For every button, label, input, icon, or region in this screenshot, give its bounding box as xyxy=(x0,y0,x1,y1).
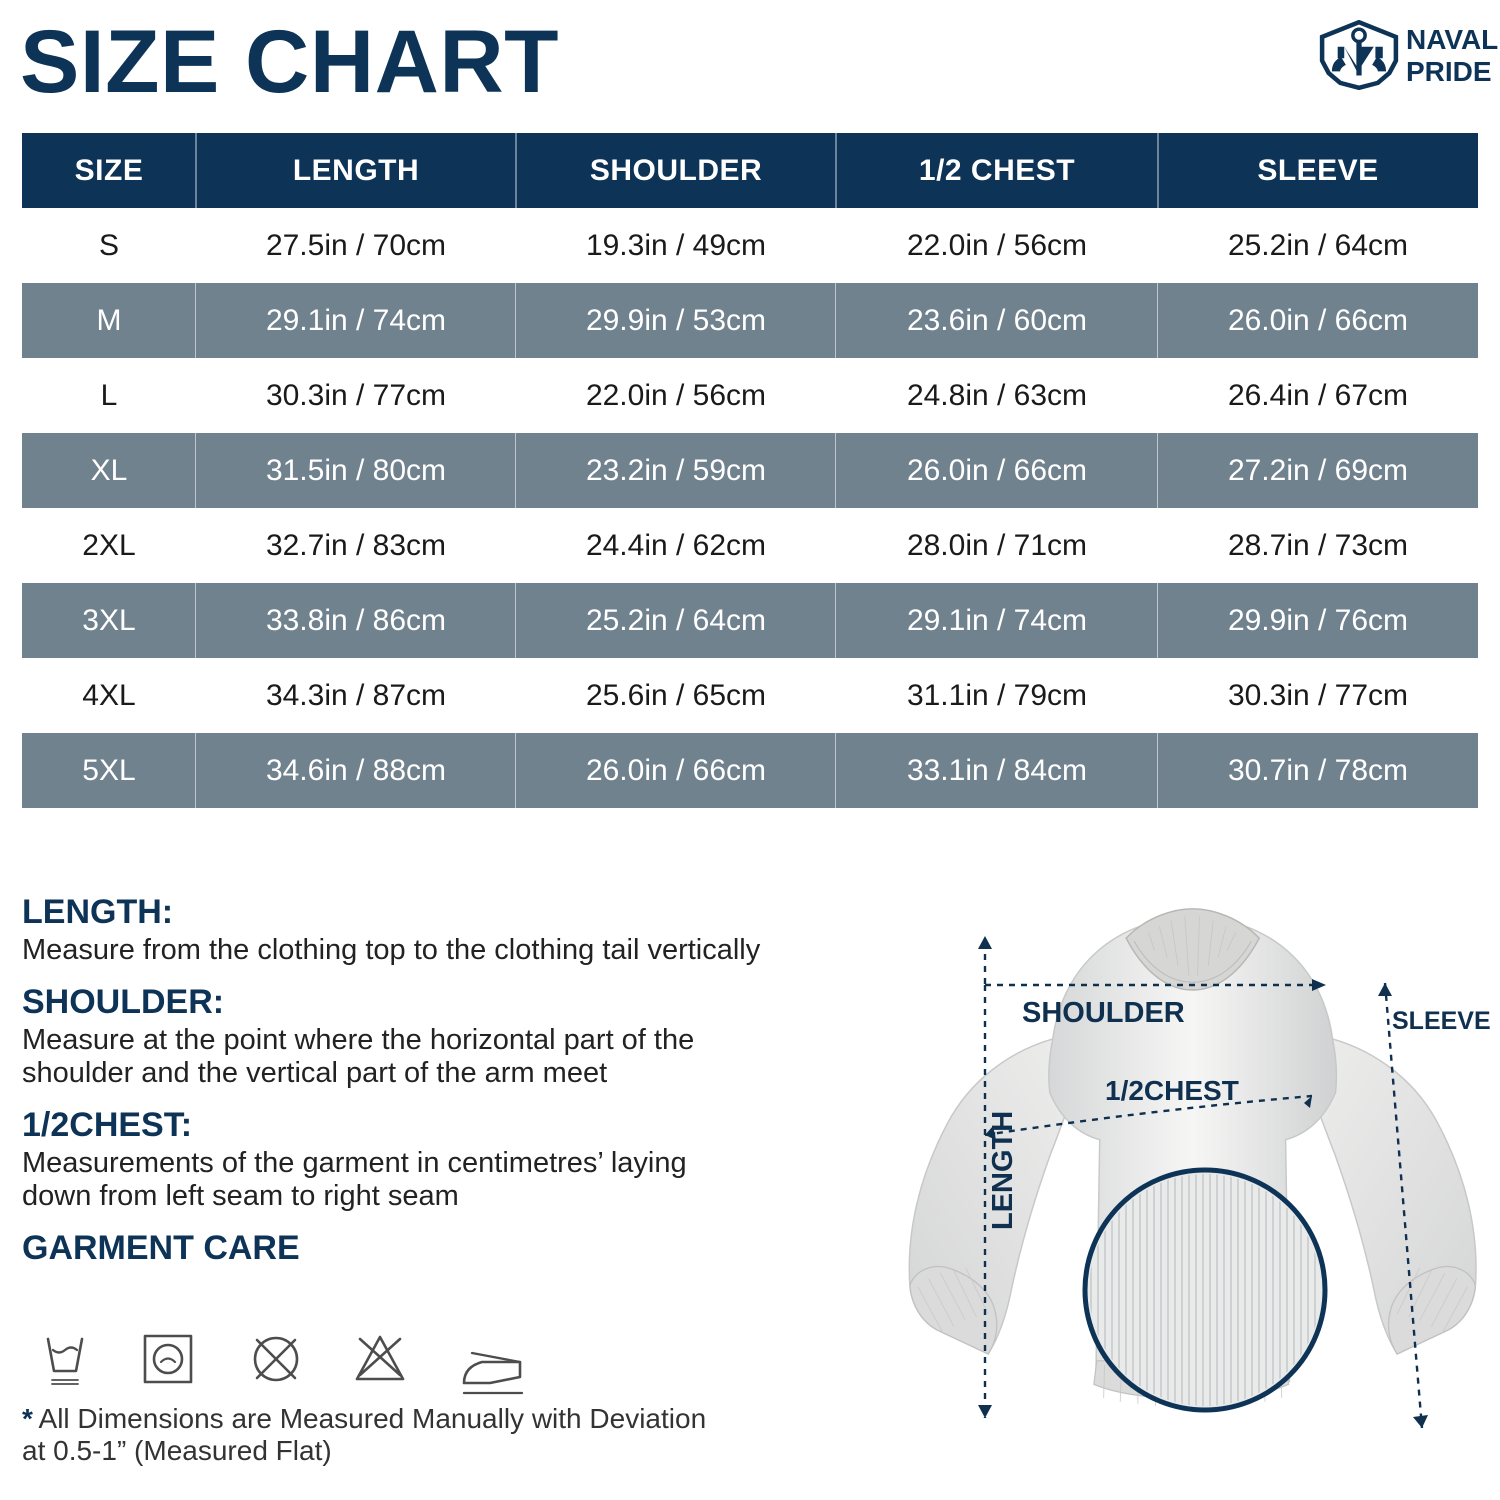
svg-text:SHOULDER: SHOULDER xyxy=(1022,997,1185,1029)
svg-text:1/2CHEST: 1/2CHEST xyxy=(1105,1075,1239,1106)
svg-text:LENGTH: LENGTH xyxy=(987,1111,1019,1230)
svg-text:SLEEVE: SLEEVE xyxy=(1392,1007,1491,1035)
